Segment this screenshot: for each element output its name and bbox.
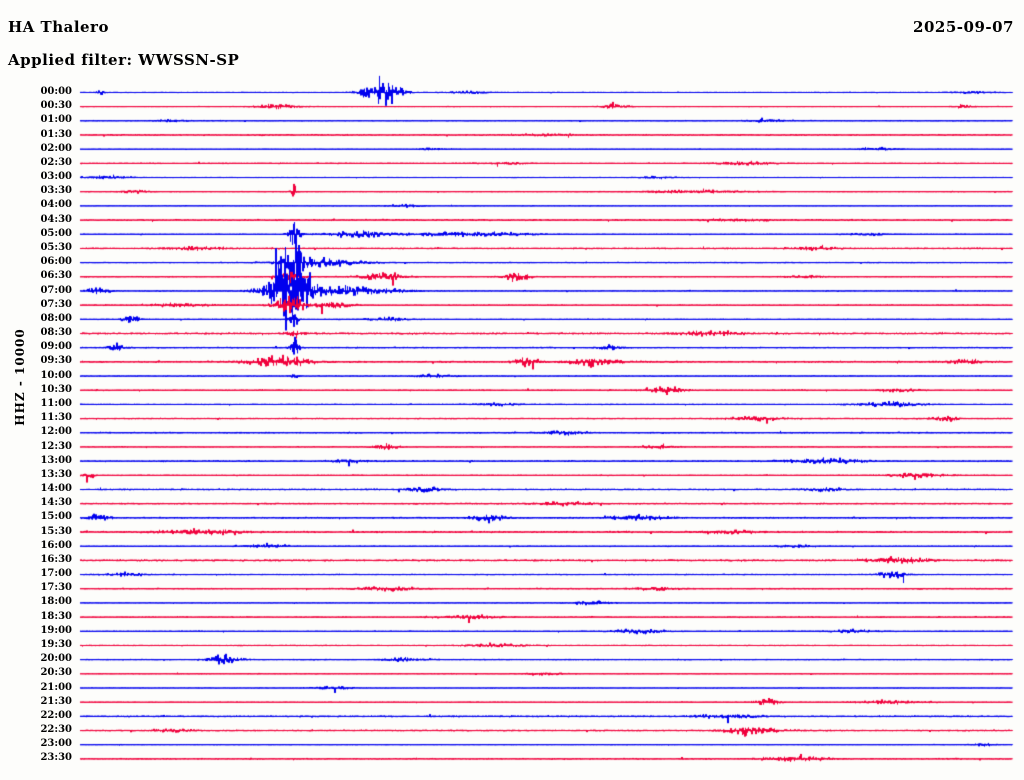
time-tick-label: 20:00 [40, 653, 72, 665]
time-tick-label: 12:30 [40, 440, 72, 452]
time-tick-label: 21:30 [40, 695, 72, 707]
time-tick-label: 09:00 [40, 341, 72, 353]
time-tick-label: 19:00 [40, 624, 72, 636]
time-tick-label: 15:30 [40, 525, 72, 537]
time-tick-label: 15:00 [40, 511, 72, 523]
time-tick-label: 02:00 [40, 142, 72, 154]
time-tick-label: 13:00 [40, 454, 72, 466]
time-tick-label: 07:00 [40, 284, 72, 296]
time-tick-label: 07:30 [40, 298, 72, 310]
time-tick-label: 22:30 [40, 724, 72, 736]
time-tick-label: 11:00 [40, 397, 72, 409]
time-tick-label: 13:30 [40, 468, 72, 480]
time-tick-label: 11:30 [40, 412, 72, 424]
time-tick-label: 17:30 [40, 582, 72, 594]
time-tick-label: 08:30 [40, 327, 72, 339]
time-tick-label: 05:30 [40, 241, 72, 253]
time-tick-label: 01:00 [40, 114, 72, 126]
time-tick-label: 22:00 [40, 709, 72, 721]
time-tick-label: 14:30 [40, 497, 72, 509]
time-tick-label: 03:00 [40, 171, 72, 183]
time-tick-label: 04:00 [40, 199, 72, 211]
time-tick-label: 10:30 [40, 383, 72, 395]
time-tick-label: 02:30 [40, 156, 72, 168]
time-tick-label: 10:00 [40, 369, 72, 381]
time-tick-label: 18:00 [40, 596, 72, 608]
time-tick-label: 19:30 [40, 639, 72, 651]
time-tick-label: 20:30 [40, 667, 72, 679]
time-tick-label: 21:00 [40, 681, 72, 693]
time-tick-label: 14:00 [40, 483, 72, 495]
time-tick-label: 16:30 [40, 553, 72, 565]
time-tick-label: 09:30 [40, 355, 72, 367]
time-tick-label: 06:00 [40, 256, 72, 268]
time-tick-label: 00:00 [40, 86, 72, 97]
time-tick-label: 12:00 [40, 426, 72, 438]
time-tick-label: 01:30 [40, 128, 72, 140]
time-axis: 00:00 00:30 01:00 01:30 02:00 02:30 03:00 03:30… [0, 0, 80, 780]
time-tick-label: 16:00 [40, 539, 72, 551]
time-tick-label: 06:30 [40, 270, 72, 282]
time-tick-label: 18:30 [40, 610, 72, 622]
time-tick-label: 00:30 [40, 100, 72, 112]
time-tick-label: 23:00 [40, 738, 72, 750]
time-tick-label: 03:30 [40, 185, 72, 197]
time-tick-label: 23:30 [40, 752, 72, 764]
time-tick-label: 08:00 [40, 312, 72, 324]
record-date: 2025-09-07 [913, 18, 1014, 36]
time-tick-label: 04:30 [40, 213, 72, 225]
time-tick-label: 05:00 [40, 227, 72, 239]
time-tick-label: 17:00 [40, 568, 72, 580]
